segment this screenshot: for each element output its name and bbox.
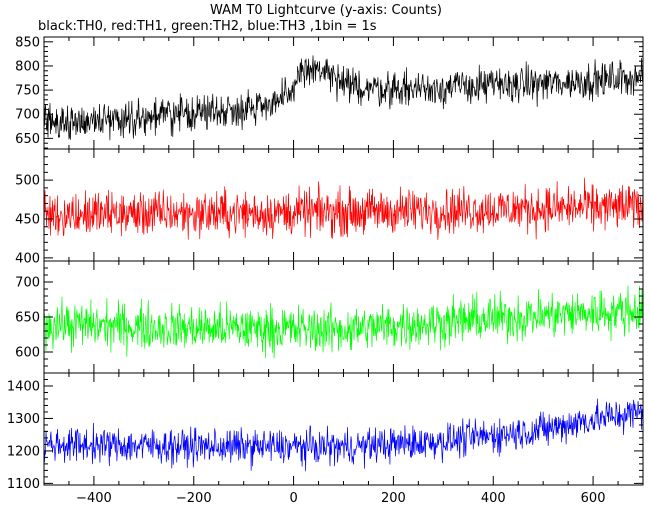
x-tick-label: 0 <box>289 491 297 505</box>
y-tick-label: 1300 <box>7 412 40 427</box>
y-tick-label: 500 <box>15 174 40 189</box>
x-tick-label: 400 <box>481 491 506 505</box>
y-tick-label: 700 <box>15 276 40 291</box>
series-th0-line <box>44 55 643 141</box>
x-tick-label: −200 <box>176 491 212 505</box>
y-tick-label: 1100 <box>7 477 40 492</box>
panel-th0: 650 700 750 800 850 <box>15 35 644 150</box>
y-tick-label: 600 <box>15 346 40 361</box>
panel-th1: 400 450 500 <box>15 148 644 266</box>
panel-th2: 600 650 700 <box>15 260 644 374</box>
series-th3-line <box>44 398 643 472</box>
x-axis: −400 −200 0 200 400 600 <box>76 491 605 505</box>
y-tick-label: 850 <box>15 35 40 50</box>
y-tick-label: 700 <box>15 108 40 123</box>
chart-subtitle: black:TH0, red:TH1, green:TH2, blue:TH3 … <box>38 19 377 34</box>
chart-title: WAM T0 Lightcurve (y-axis: Counts) <box>210 3 442 18</box>
x-tick-label: 600 <box>581 491 606 505</box>
y-tick-label: 1200 <box>7 444 40 459</box>
x-tick-label: −400 <box>76 491 112 505</box>
panel-th3: 1100 1200 1300 1400 <box>7 372 644 492</box>
series-th1-line <box>44 177 643 240</box>
y-tick-label: 750 <box>15 84 40 99</box>
x-tick-label: 200 <box>381 491 406 505</box>
y-tick-label: 1400 <box>7 379 40 394</box>
y-tick-label: 650 <box>15 311 40 326</box>
y-tick-label: 400 <box>15 251 40 266</box>
y-tick-label: 450 <box>15 213 40 228</box>
y-tick-label: 650 <box>15 132 40 147</box>
panels-group: 650 700 750 800 850 400 450 500 600 650 700 1100 120… <box>7 35 644 492</box>
y-tick-label: 800 <box>15 59 40 74</box>
series-th2-line <box>44 285 643 359</box>
